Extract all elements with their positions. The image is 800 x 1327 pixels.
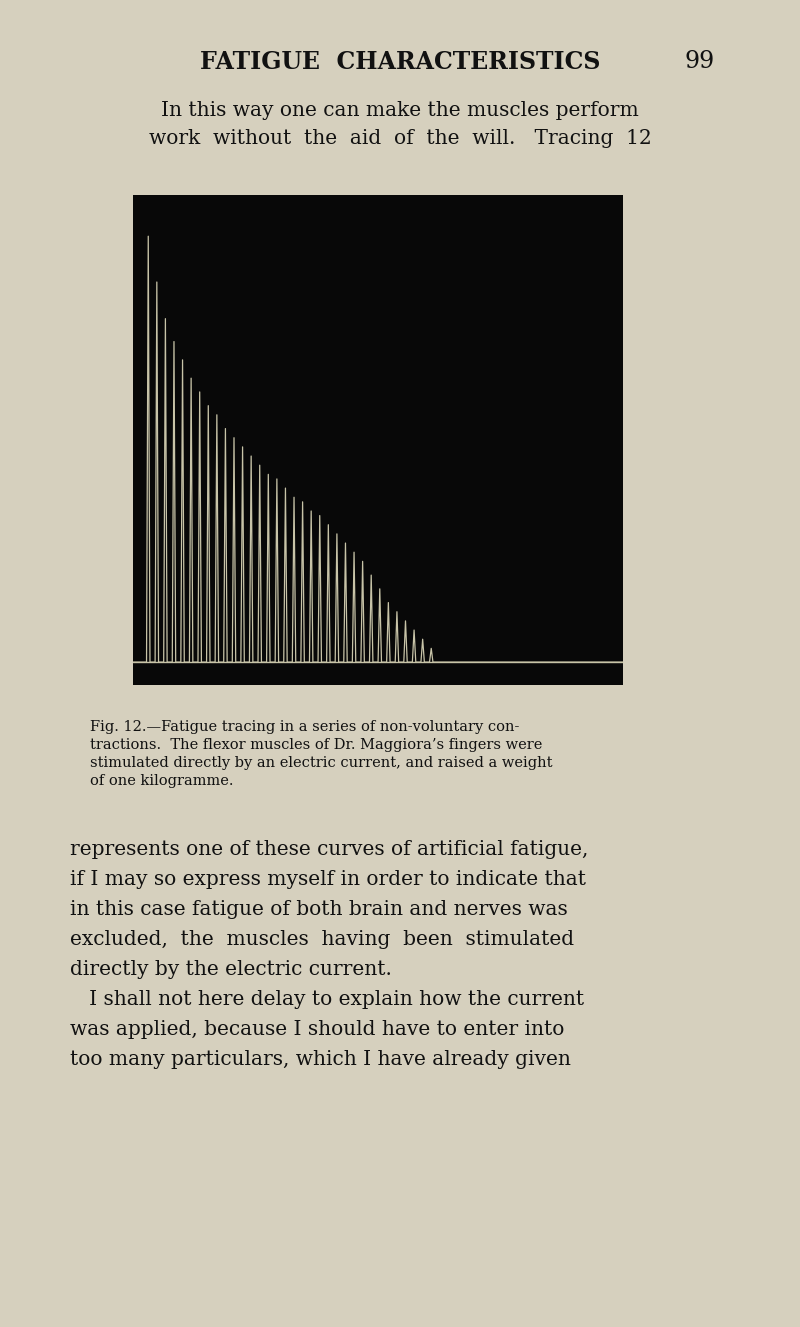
Text: excluded,  the  muscles  having  been  stimulated: excluded, the muscles having been stimul… bbox=[70, 930, 574, 949]
Text: was applied, because I should have to enter into: was applied, because I should have to en… bbox=[70, 1020, 564, 1039]
Text: stimulated directly by an electric current, and raised a weight: stimulated directly by an electric curre… bbox=[90, 756, 553, 770]
Text: work  without  the  aid  of  the  will.   Tracing  12: work without the aid of the will. Tracin… bbox=[149, 129, 651, 147]
Text: if I may so express myself in order to indicate that: if I may so express myself in order to i… bbox=[70, 871, 586, 889]
Text: in this case fatigue of both brain and nerves was: in this case fatigue of both brain and n… bbox=[70, 900, 568, 920]
Text: In this way one can make the muscles perform: In this way one can make the muscles per… bbox=[161, 101, 639, 119]
Text: represents one of these curves of artificial fatigue,: represents one of these curves of artifi… bbox=[70, 840, 588, 859]
Text: I shall not here delay to explain how the current: I shall not here delay to explain how th… bbox=[70, 990, 584, 1009]
Text: FATIGUE  CHARACTERISTICS: FATIGUE CHARACTERISTICS bbox=[200, 50, 600, 74]
Text: Fig. 12.—Fatigue tracing in a series of non-voluntary con-: Fig. 12.—Fatigue tracing in a series of … bbox=[90, 721, 519, 734]
Text: too many particulars, which I have already given: too many particulars, which I have alrea… bbox=[70, 1050, 571, 1070]
Text: of one kilogramme.: of one kilogramme. bbox=[90, 774, 234, 788]
Text: directly by the electric current.: directly by the electric current. bbox=[70, 959, 392, 979]
Text: 99: 99 bbox=[685, 50, 715, 73]
Text: tractions.  The flexor muscles of Dr. Maggiora’s fingers were: tractions. The flexor muscles of Dr. Mag… bbox=[90, 738, 542, 752]
